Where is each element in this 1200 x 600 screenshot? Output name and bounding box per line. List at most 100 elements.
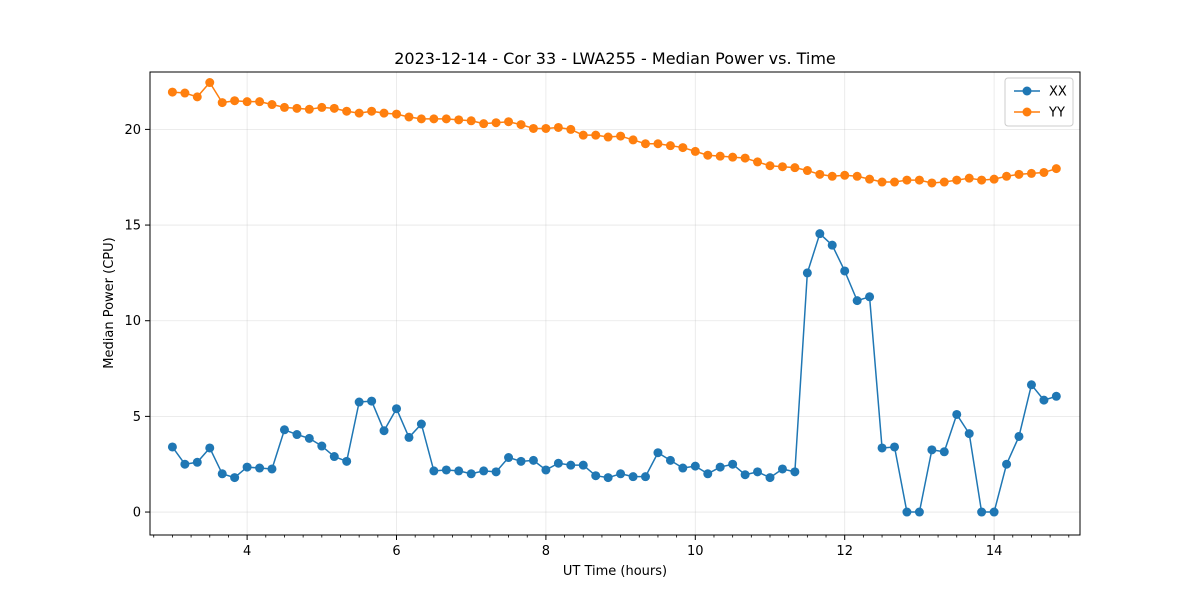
data-point-yy [441, 114, 451, 124]
data-point-yy [753, 157, 763, 167]
legend-box [1004, 77, 1074, 127]
data-point-yy [927, 178, 937, 188]
legend-label-xx: XX [1049, 85, 1067, 100]
data-point-yy [367, 106, 377, 116]
data-point-xx [877, 443, 887, 453]
data-point-yy [354, 108, 364, 118]
data-point-xx [242, 462, 252, 472]
data-point-xx [267, 464, 277, 474]
data-point-yy [678, 143, 688, 153]
data-point-yy [267, 100, 277, 110]
data-point-xx [616, 469, 626, 479]
data-point-xx [690, 461, 700, 471]
data-point-xx [441, 465, 451, 475]
data-point-yy [914, 175, 924, 185]
data-point-xx [827, 240, 837, 250]
data-point-xx [765, 473, 775, 483]
data-point-yy [852, 171, 862, 181]
data-point-yy [317, 102, 327, 112]
data-point-xx [504, 453, 514, 463]
data-point-yy [429, 114, 439, 124]
data-point-yy [628, 135, 638, 145]
y-tick-label: 5 [133, 410, 141, 425]
data-point-xx [180, 459, 190, 469]
data-point-xx [217, 469, 227, 479]
data-point-yy [989, 174, 999, 184]
data-point-yy [1014, 169, 1024, 179]
data-point-yy [765, 161, 775, 171]
x-axis-label: UT Time (hours) [563, 564, 667, 579]
data-point-xx [740, 470, 750, 480]
data-point-yy [504, 117, 514, 127]
data-point-xx [404, 432, 414, 442]
y-tick-label: 15 [124, 219, 141, 234]
data-point-yy [1051, 164, 1061, 174]
data-point-xx [528, 455, 538, 465]
data-point-yy [728, 152, 738, 162]
data-point-yy [566, 124, 576, 134]
data-point-yy [279, 102, 289, 112]
data-point-xx [1051, 391, 1061, 401]
grid [150, 72, 1080, 535]
data-point-yy [740, 153, 750, 163]
data-point-yy [865, 174, 875, 184]
data-point-yy [205, 78, 215, 88]
axis-ticks: 4 6 8 10 12 14 0 5 10 15 20 [124, 123, 1070, 559]
data-point-yy [877, 177, 887, 187]
data-point-xx [790, 467, 800, 477]
data-point-yy [715, 151, 725, 161]
legend-marker-yy [1022, 107, 1032, 117]
data-point-xx [852, 296, 862, 306]
data-point-xx [939, 447, 949, 457]
plot-frame [149, 71, 1081, 536]
y-axis-label: Median Power (CPU) [102, 237, 117, 368]
x-tick-label: 12 [836, 544, 853, 559]
legend-label-yy: YY [1048, 106, 1065, 121]
data-point-yy [180, 88, 190, 98]
data-point-xx [678, 463, 688, 473]
data-point-yy [404, 112, 414, 122]
data-point-xx [304, 433, 314, 443]
data-point-yy [802, 166, 812, 176]
data-point-yy [653, 139, 663, 149]
data-point-yy [416, 114, 426, 124]
data-point-yy [890, 177, 900, 187]
data-point-xx [902, 507, 912, 517]
data-point-yy [392, 109, 402, 119]
y-tick-label: 20 [124, 123, 141, 138]
data-point-xx [392, 404, 402, 414]
x-tick-label: 4 [243, 544, 251, 559]
data-point-yy [977, 175, 987, 185]
data-point-xx [367, 396, 377, 406]
data-point-yy [578, 130, 588, 140]
data-point-xx [279, 425, 289, 435]
data-point-yy [939, 177, 949, 187]
data-point-xx [703, 469, 713, 479]
x-tick-label: 6 [392, 544, 400, 559]
data-point-xx [977, 507, 987, 517]
data-point-yy [217, 98, 227, 108]
data-point-yy [603, 132, 613, 142]
data-point-xx [416, 419, 426, 429]
data-point-yy [777, 162, 787, 172]
data-point-yy [516, 120, 526, 130]
data-point-yy [479, 119, 489, 129]
data-point-xx [454, 466, 464, 476]
data-point-yy [665, 141, 675, 151]
data-point-xx [840, 266, 850, 276]
data-point-yy [790, 163, 800, 173]
data-point-xx [578, 460, 588, 470]
data-point-xx [192, 457, 202, 467]
data-point-xx [802, 268, 812, 278]
data-point-xx [890, 442, 900, 452]
data-point-yy [690, 146, 700, 156]
data-point-yy [230, 96, 240, 106]
data-point-xx [342, 456, 352, 466]
data-point-yy [466, 116, 476, 126]
data-point-xx [329, 452, 339, 462]
data-point-xx [728, 459, 738, 469]
data-point-yy [304, 104, 314, 114]
data-point-xx [205, 443, 215, 453]
data-point-yy [454, 115, 464, 125]
data-point-yy [964, 173, 974, 183]
